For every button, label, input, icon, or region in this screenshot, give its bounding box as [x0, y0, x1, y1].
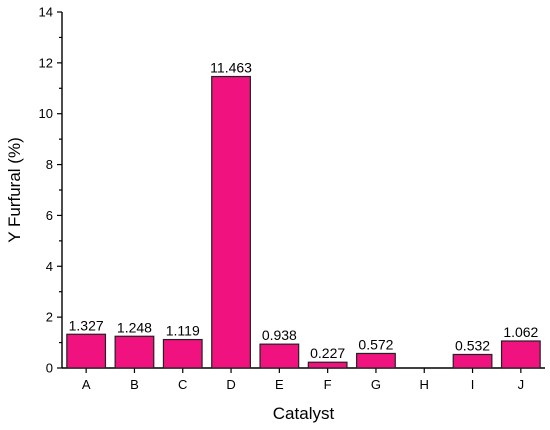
y-axis-title: Y Furfural (%) [5, 137, 24, 243]
bar-i [452, 353, 493, 369]
bars [66, 75, 541, 369]
data-label-c: 1.119 [166, 323, 200, 339]
bar-a [66, 333, 107, 369]
bar-f [307, 361, 348, 369]
data-label-e: 0.938 [262, 327, 297, 343]
bar-e [259, 343, 300, 369]
data-label-f: 0.227 [310, 345, 345, 361]
y-tick-label: 6 [46, 208, 53, 223]
y-tick-label: 8 [46, 157, 53, 172]
x-tick-label: D [226, 377, 235, 392]
x-tick-label: E [275, 377, 284, 392]
bar-d [211, 75, 251, 369]
x-tick-label: I [471, 377, 475, 392]
y-axis: 0 2 4 6 8 10 12 14 [39, 5, 63, 376]
x-tick-label: C [178, 377, 187, 392]
x-axis-title: Catalyst [273, 404, 335, 423]
x-tick-label: H [420, 377, 429, 392]
data-label-g: 0.572 [358, 336, 393, 352]
x-tick-label: J [518, 377, 525, 392]
x-tick-label: F [324, 377, 332, 392]
data-label-d: 11.463 [210, 60, 252, 76]
y-tick-label: 2 [46, 310, 53, 325]
x-axis: A B C D E F G H I J [62, 367, 545, 392]
y-tick-label: 4 [46, 259, 53, 274]
x-tick-label: A [82, 377, 91, 392]
bar-g [356, 352, 396, 369]
data-label-j: 1.062 [503, 324, 538, 340]
data-label-a: 1.327 [69, 317, 104, 333]
y-tick-label: 14 [39, 5, 53, 20]
data-labels: 1.327 1.248 1.119 11.463 0.938 0.227 0.572 0.53… [69, 60, 539, 362]
data-label-b: 1.248 [117, 319, 152, 335]
data-label-i: 0.532 [455, 337, 490, 353]
y-tick-label: 0 [46, 361, 53, 376]
bar-j [500, 340, 541, 369]
x-tick-label: G [371, 377, 381, 392]
bar-b [114, 335, 155, 369]
y-tick-label: 12 [39, 55, 53, 70]
bar-c [162, 338, 203, 369]
x-tick-label: B [130, 377, 139, 392]
y-tick-label: 10 [39, 106, 53, 121]
